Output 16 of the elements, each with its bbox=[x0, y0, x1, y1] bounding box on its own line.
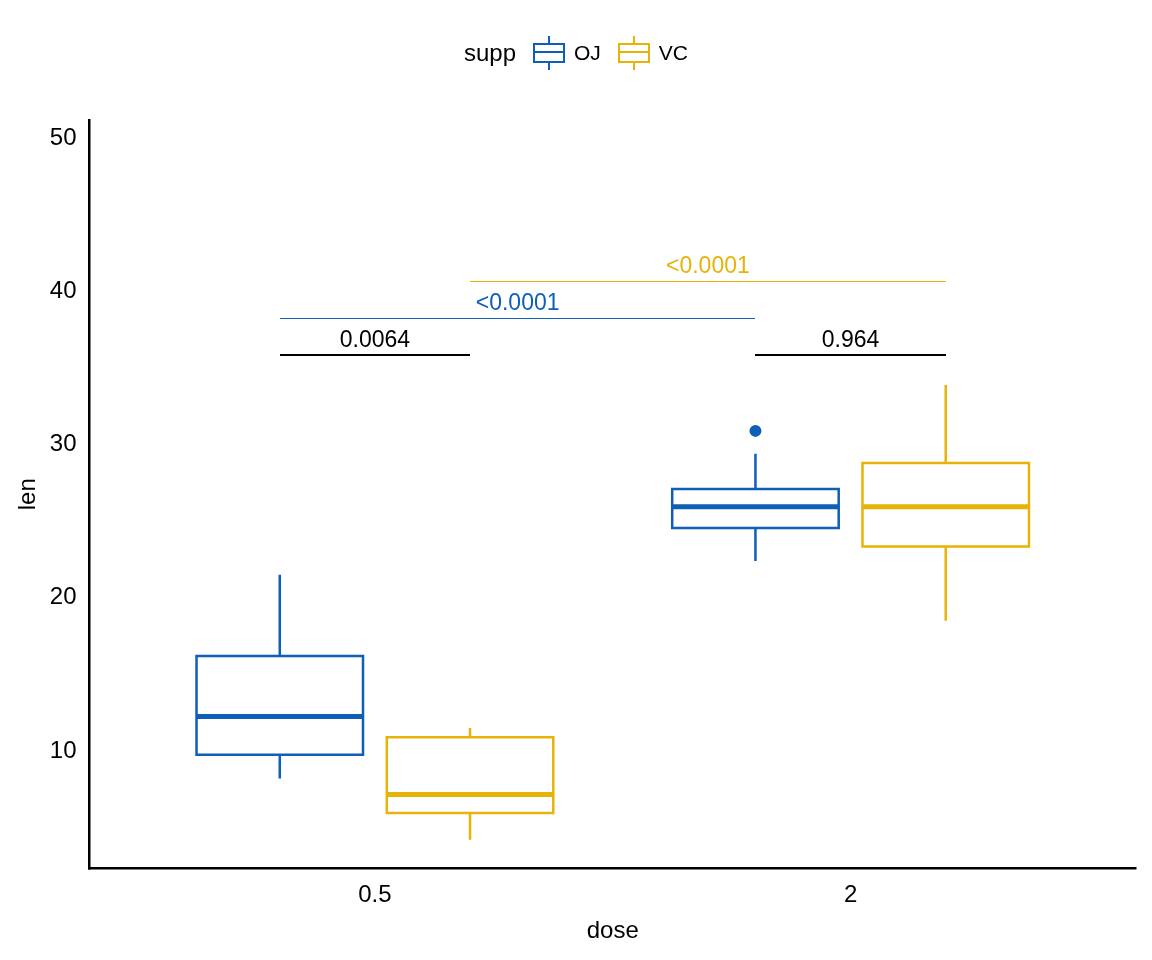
y-tick-label: 20 bbox=[49, 582, 77, 610]
y-tick-label: 50 bbox=[49, 123, 77, 150]
x-tick-label: 0.5 bbox=[358, 880, 392, 908]
annotation: <0.0001 bbox=[475, 289, 560, 316]
legend-label: VC bbox=[658, 41, 689, 65]
legend-label: OJ bbox=[574, 41, 601, 65]
legend-title: supp bbox=[463, 39, 516, 67]
x-axis-title: dose bbox=[586, 916, 639, 944]
annotation: 0.0064 bbox=[339, 325, 411, 352]
annotation: <0.0001 bbox=[665, 252, 750, 279]
annotation: 0.964 bbox=[821, 325, 880, 352]
y-tick-label: 40 bbox=[49, 276, 77, 304]
y-tick-label: 10 bbox=[49, 735, 77, 763]
y-tick-label: 30 bbox=[49, 429, 77, 457]
x-tick-label: 2 bbox=[843, 880, 858, 908]
y-axis-title: len bbox=[13, 478, 41, 511]
